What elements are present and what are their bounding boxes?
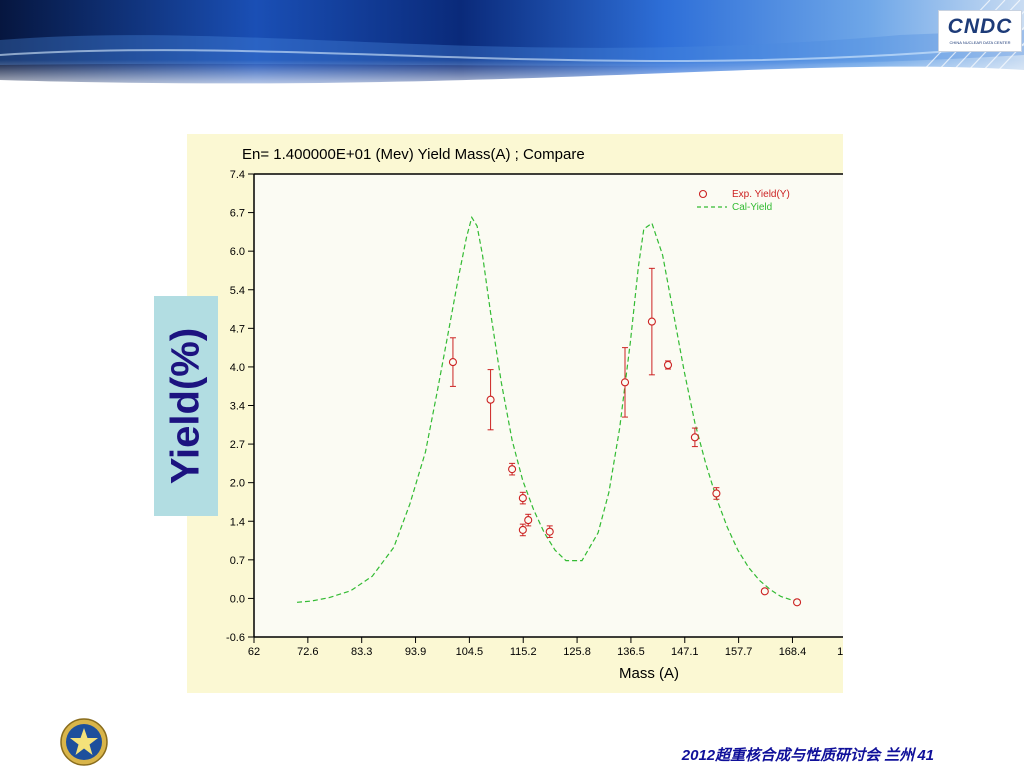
exp-yield-point	[486, 395, 495, 404]
chart-title: En= 1.400000E+01 (Mev) Yield Mass(A) ; C…	[242, 146, 585, 163]
y-tick-label: 6.0	[230, 246, 245, 258]
y-tick-label: 3.4	[230, 401, 245, 413]
exp-yield-point	[518, 494, 527, 503]
cndc-logo: CNDC CHINA NUCLEAR DATA CENTER	[938, 10, 1022, 52]
yield-axis-title: Yield(%)	[163, 327, 208, 485]
exp-yield-point	[508, 465, 517, 474]
legend-label-cal: Cal-Yield	[732, 202, 772, 213]
logo-subtext: CHINA NUCLEAR DATA CENTER	[949, 40, 1011, 45]
x-tick-label: 179	[837, 646, 843, 658]
exp-yield-point	[545, 527, 554, 536]
x-tick-label: 168.4	[779, 646, 807, 658]
emblem-icon	[60, 718, 108, 766]
x-axis-label: Mass (A)	[619, 665, 679, 682]
header-banner: CNDC CHINA NUCLEAR DATA CENTER	[0, 0, 1024, 95]
x-tick-label: 104.5	[456, 646, 484, 658]
y-tick-label: 7.4	[230, 169, 245, 181]
page-number: 41	[917, 747, 934, 764]
exp-yield-point	[448, 358, 457, 367]
x-tick-label: 83.3	[351, 646, 372, 658]
plot-area	[254, 174, 843, 637]
exp-yield-point	[518, 525, 527, 534]
x-tick-label: 115.2	[510, 646, 537, 658]
legend-marker-exp	[698, 189, 708, 199]
x-tick-label: 62	[248, 646, 260, 658]
y-tick-label: 0.0	[230, 593, 245, 605]
logo-text: CNDC	[947, 15, 1013, 38]
legend-label-exp: Exp. Yield(Y)	[732, 189, 790, 200]
footer: 2012超重核合成与性质研讨会 兰州 41	[682, 744, 934, 765]
y-tick-label: 2.7	[230, 439, 245, 451]
banner-graphic	[0, 0, 1024, 95]
y-tick-label: 6.7	[230, 208, 245, 220]
exp-yield-point	[663, 360, 673, 370]
y-tick-label: 4.7	[230, 323, 245, 335]
exp-yield-point	[690, 433, 699, 442]
exp-yield-point	[712, 489, 721, 498]
exp-yield-point	[793, 598, 802, 607]
exp-yield-point	[620, 378, 630, 387]
exp-yield-point	[524, 516, 533, 525]
y-tick-label: 4.0	[230, 362, 245, 374]
x-tick-label: 72.6	[297, 646, 318, 658]
yield-label-box: Yield(%)	[154, 296, 218, 516]
footer-text: 2012超重核合成与性质研讨会 兰州	[681, 747, 915, 764]
legend: Exp. Yield(Y) Cal-Yield	[697, 189, 790, 213]
x-tick-label: 125.8	[563, 646, 591, 658]
y-tick-label: -0.6	[226, 632, 245, 644]
x-tick-label: 147.1	[671, 646, 699, 658]
chart-panel: 7.4 6.7 6.0 5.4 4.7 4.0 3.4 2.7 2.0 1.4 0.7 0.0 -0.6…	[187, 134, 843, 693]
x-tick-label: 157.7	[725, 646, 753, 658]
y-tick-label: 5.4	[230, 285, 245, 297]
exp-yield-point	[760, 587, 769, 596]
exp-yield-point	[647, 317, 656, 326]
x-tick-label: 93.9	[405, 646, 426, 658]
yield-chart: 7.4 6.7 6.0 5.4 4.7 4.0 3.4 2.7 2.0 1.4 0.7 0.0 -0.6…	[226, 146, 843, 682]
y-tick-label: 2.0	[230, 478, 245, 490]
y-tick-label: 0.7	[230, 555, 245, 567]
cal-yield-line	[296, 215, 798, 603]
x-tick-label: 136.5	[617, 646, 645, 658]
y-tick-label: 1.4	[230, 516, 245, 528]
